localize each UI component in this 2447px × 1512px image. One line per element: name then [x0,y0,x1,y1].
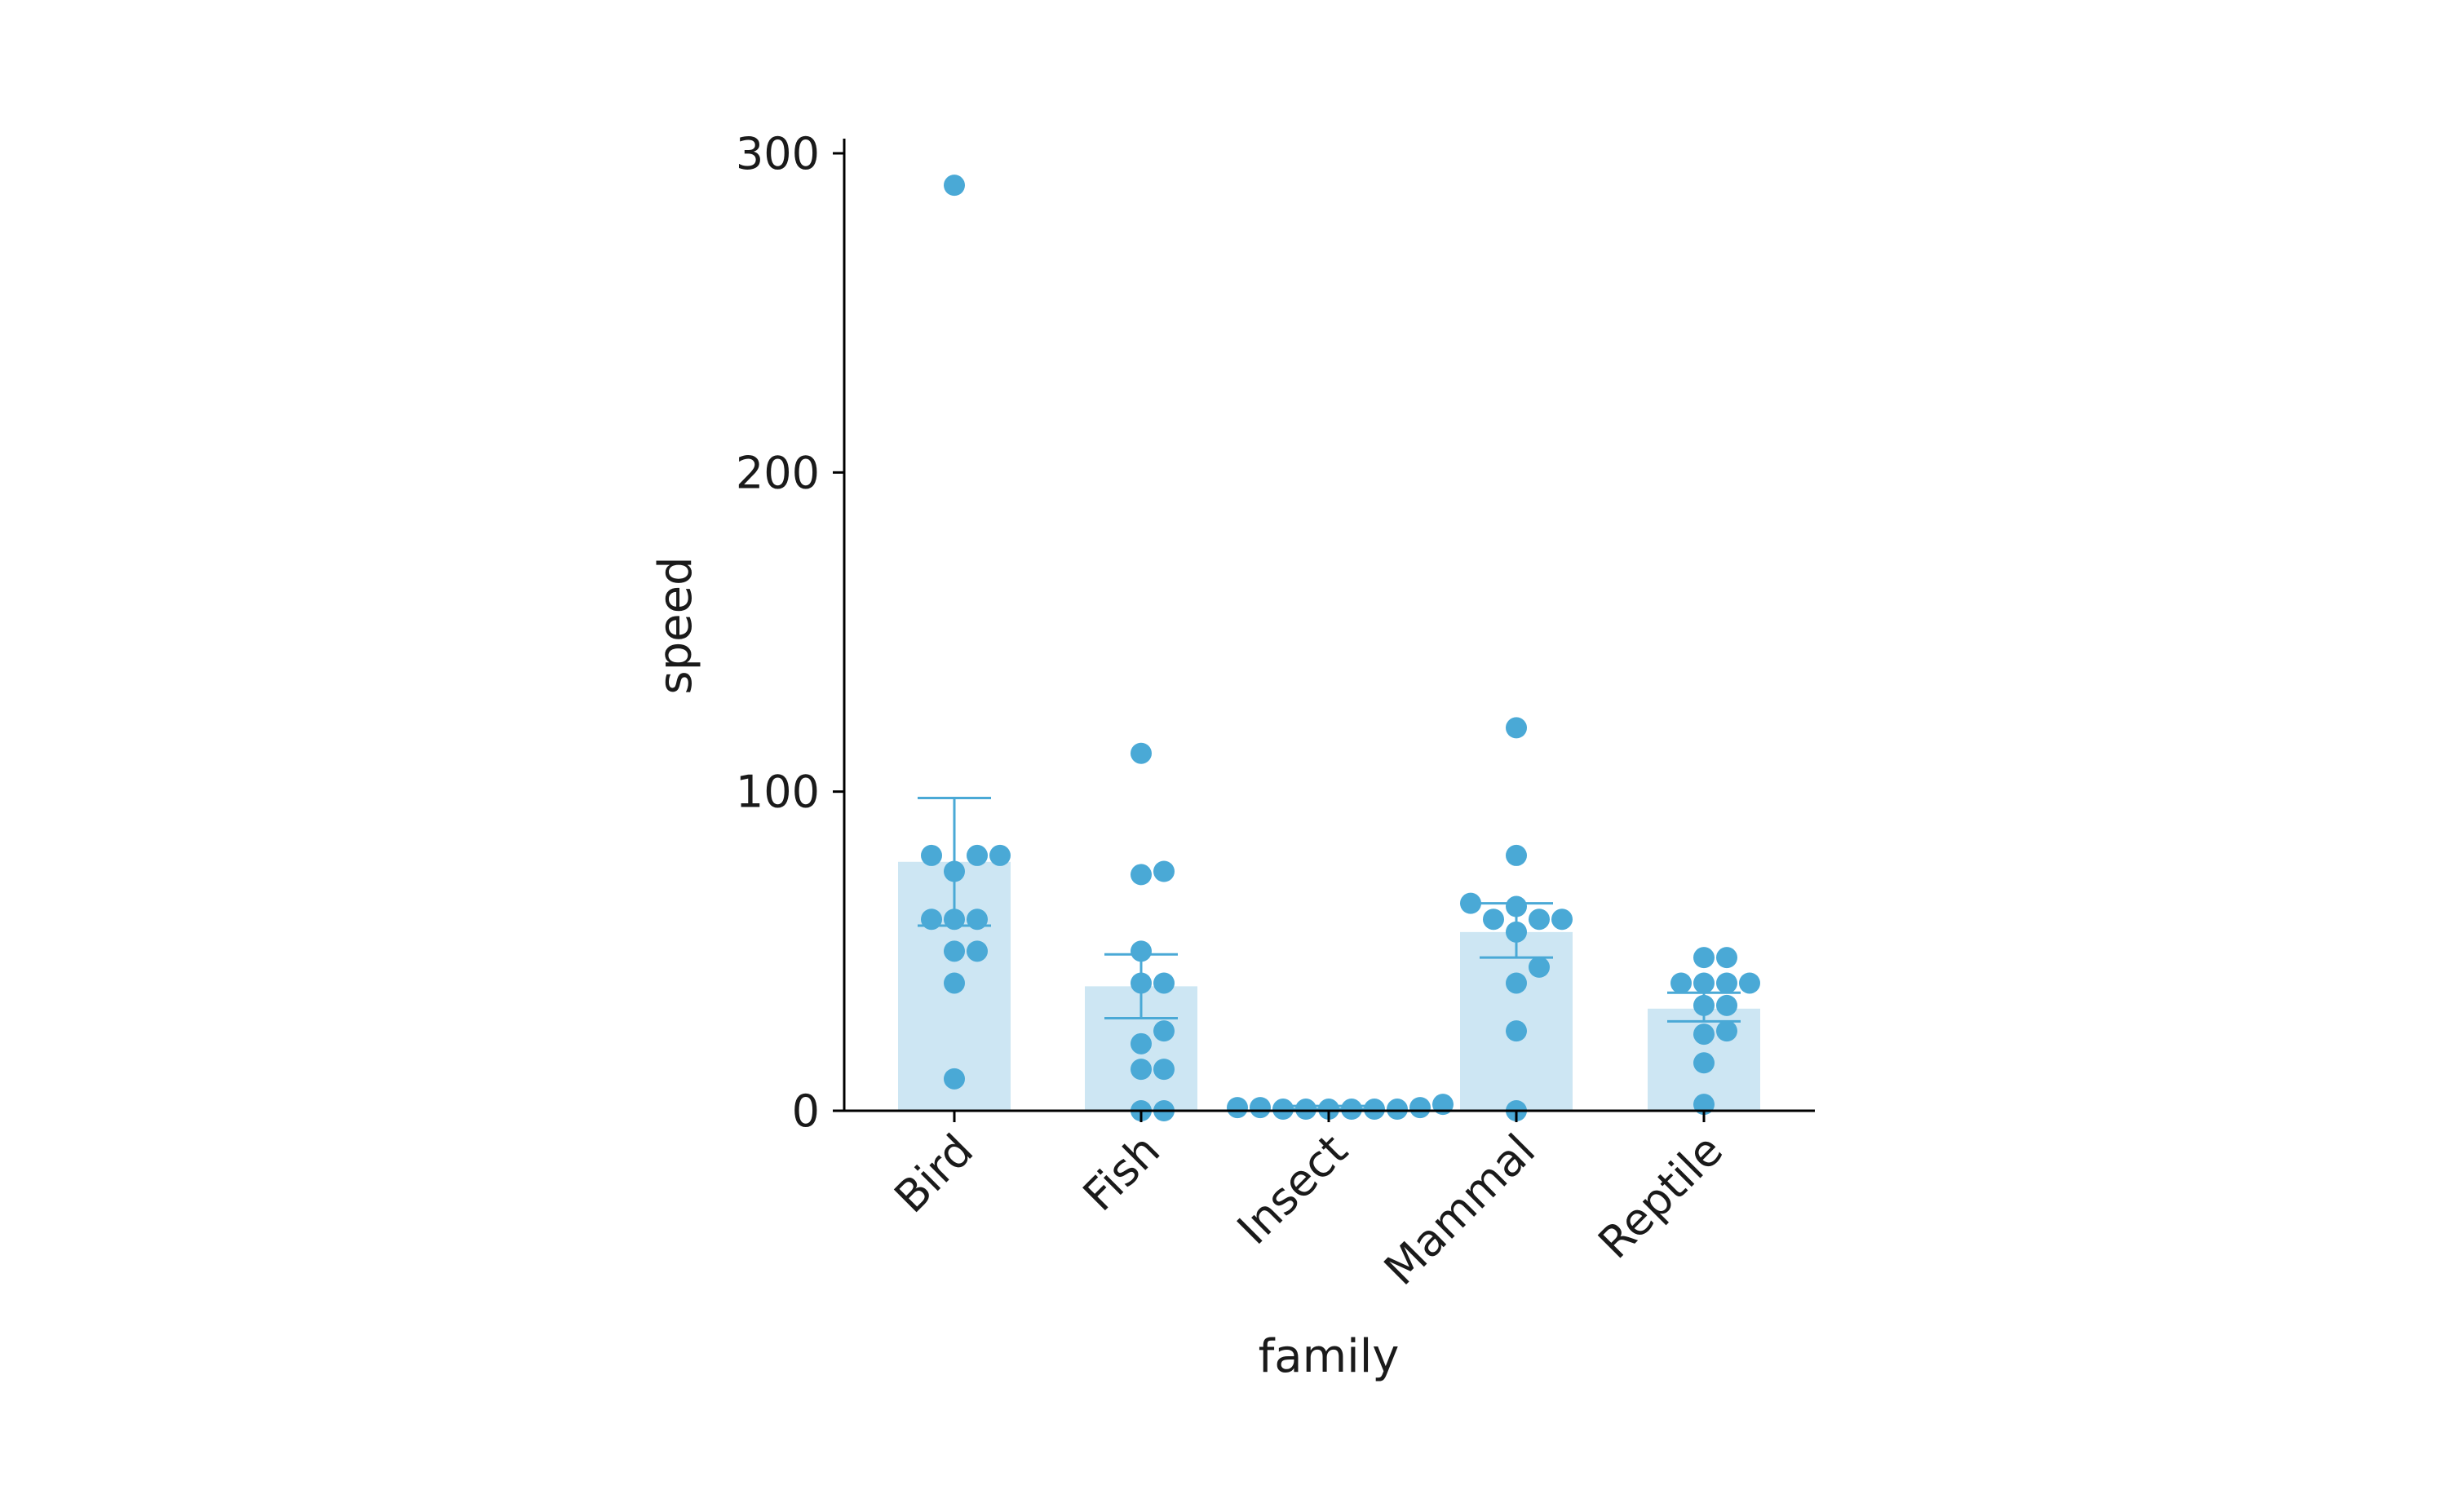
point-bird [944,1068,965,1090]
point-reptile [1693,1052,1715,1074]
point-fish [1153,1020,1175,1042]
point-fish [1131,1032,1152,1054]
point-fish [1131,940,1152,962]
point-reptile [1670,972,1692,994]
bars-layer [898,861,1760,1111]
point-reptile [1716,972,1737,994]
x-tick-label-fish: Fish [1073,1125,1170,1221]
point-fish [1153,1059,1175,1081]
point-bird [944,909,965,931]
point-bird [921,909,942,931]
point-mammal [1506,921,1527,943]
point-bird [967,940,988,962]
point-bird [944,860,965,882]
point-insect [1272,1099,1294,1121]
point-insect [1409,1097,1431,1119]
ticks-layer: 0 100 200 300 Bird Fish Insect Mammal Reptile [736,128,1732,1295]
y-axis-label: speed [649,556,702,694]
x-tick-label-insect: Insect [1228,1125,1357,1254]
point-insect [1364,1099,1385,1121]
point-insect [1250,1097,1271,1119]
point-mammal [1529,956,1550,978]
point-insect [1318,1099,1339,1121]
point-fish [1131,972,1152,994]
x-tick-label-mammal: Mammal [1374,1125,1545,1295]
x-tick-label-bird: Bird [885,1125,984,1223]
x-tick-label-reptile: Reptile [1588,1125,1732,1269]
point-bird [944,175,965,197]
point-fish [1131,742,1152,764]
point-bird [989,844,1011,866]
point-mammal [1551,909,1573,931]
point-insect [1387,1099,1408,1121]
point-reptile [1693,994,1715,1016]
y-tick-label: 100 [736,767,820,818]
point-reptile [1693,947,1715,969]
point-reptile [1693,972,1715,994]
point-reptile [1716,1020,1737,1042]
point-fish [1131,864,1152,886]
point-fish [1153,972,1175,994]
point-reptile [1716,994,1737,1016]
x-axis-label: family [1259,1330,1400,1383]
point-bird [944,972,965,994]
y-tick-label: 0 [792,1085,820,1137]
point-mammal [1506,844,1527,866]
errorbars-layer [918,796,1741,1111]
point-mammal [1506,1020,1527,1042]
y-tick-label: 200 [736,447,820,498]
point-bird [967,844,988,866]
point-fish [1153,860,1175,882]
point-bird [944,940,965,962]
point-bird [921,844,942,866]
y-tick-label: 300 [736,128,820,179]
point-bird [967,909,988,931]
point-fish [1131,1059,1152,1081]
point-insect [1341,1099,1362,1121]
point-mammal [1460,892,1481,914]
point-insect [1295,1099,1316,1121]
points-layer [921,175,1760,1121]
point-mammal [1506,972,1527,994]
point-mammal [1483,909,1504,931]
point-insect [1227,1097,1248,1119]
point-mammal [1506,895,1527,917]
point-reptile [1716,947,1737,969]
point-mammal [1529,909,1550,931]
point-mammal [1506,717,1527,739]
point-reptile [1739,972,1760,994]
point-reptile [1693,1023,1715,1046]
